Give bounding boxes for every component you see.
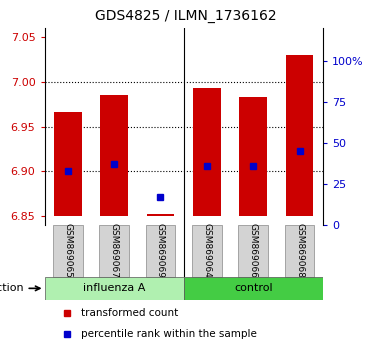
Bar xyxy=(147,215,174,216)
Bar xyxy=(54,112,82,216)
Text: control: control xyxy=(234,283,273,293)
FancyBboxPatch shape xyxy=(53,225,82,276)
Text: GSM869066: GSM869066 xyxy=(249,223,258,278)
Text: transformed count: transformed count xyxy=(81,308,178,318)
Bar xyxy=(286,55,313,216)
Text: GSM869065: GSM869065 xyxy=(63,223,72,278)
FancyBboxPatch shape xyxy=(99,225,129,276)
FancyBboxPatch shape xyxy=(239,225,268,276)
Text: GSM869069: GSM869069 xyxy=(156,223,165,278)
Text: GSM869067: GSM869067 xyxy=(109,223,119,278)
Text: percentile rank within the sample: percentile rank within the sample xyxy=(81,329,257,339)
Bar xyxy=(193,88,221,216)
FancyBboxPatch shape xyxy=(285,225,315,276)
FancyBboxPatch shape xyxy=(145,225,175,276)
Text: GSM869068: GSM869068 xyxy=(295,223,304,278)
Bar xyxy=(100,96,128,216)
FancyBboxPatch shape xyxy=(184,276,323,300)
Bar xyxy=(239,97,267,216)
Text: GSM869064: GSM869064 xyxy=(202,223,211,278)
Text: influenza A: influenza A xyxy=(83,283,145,293)
FancyBboxPatch shape xyxy=(192,225,222,276)
Text: infection: infection xyxy=(0,283,40,293)
Text: GDS4825 / ILMN_1736162: GDS4825 / ILMN_1736162 xyxy=(95,9,276,23)
FancyBboxPatch shape xyxy=(45,276,184,300)
